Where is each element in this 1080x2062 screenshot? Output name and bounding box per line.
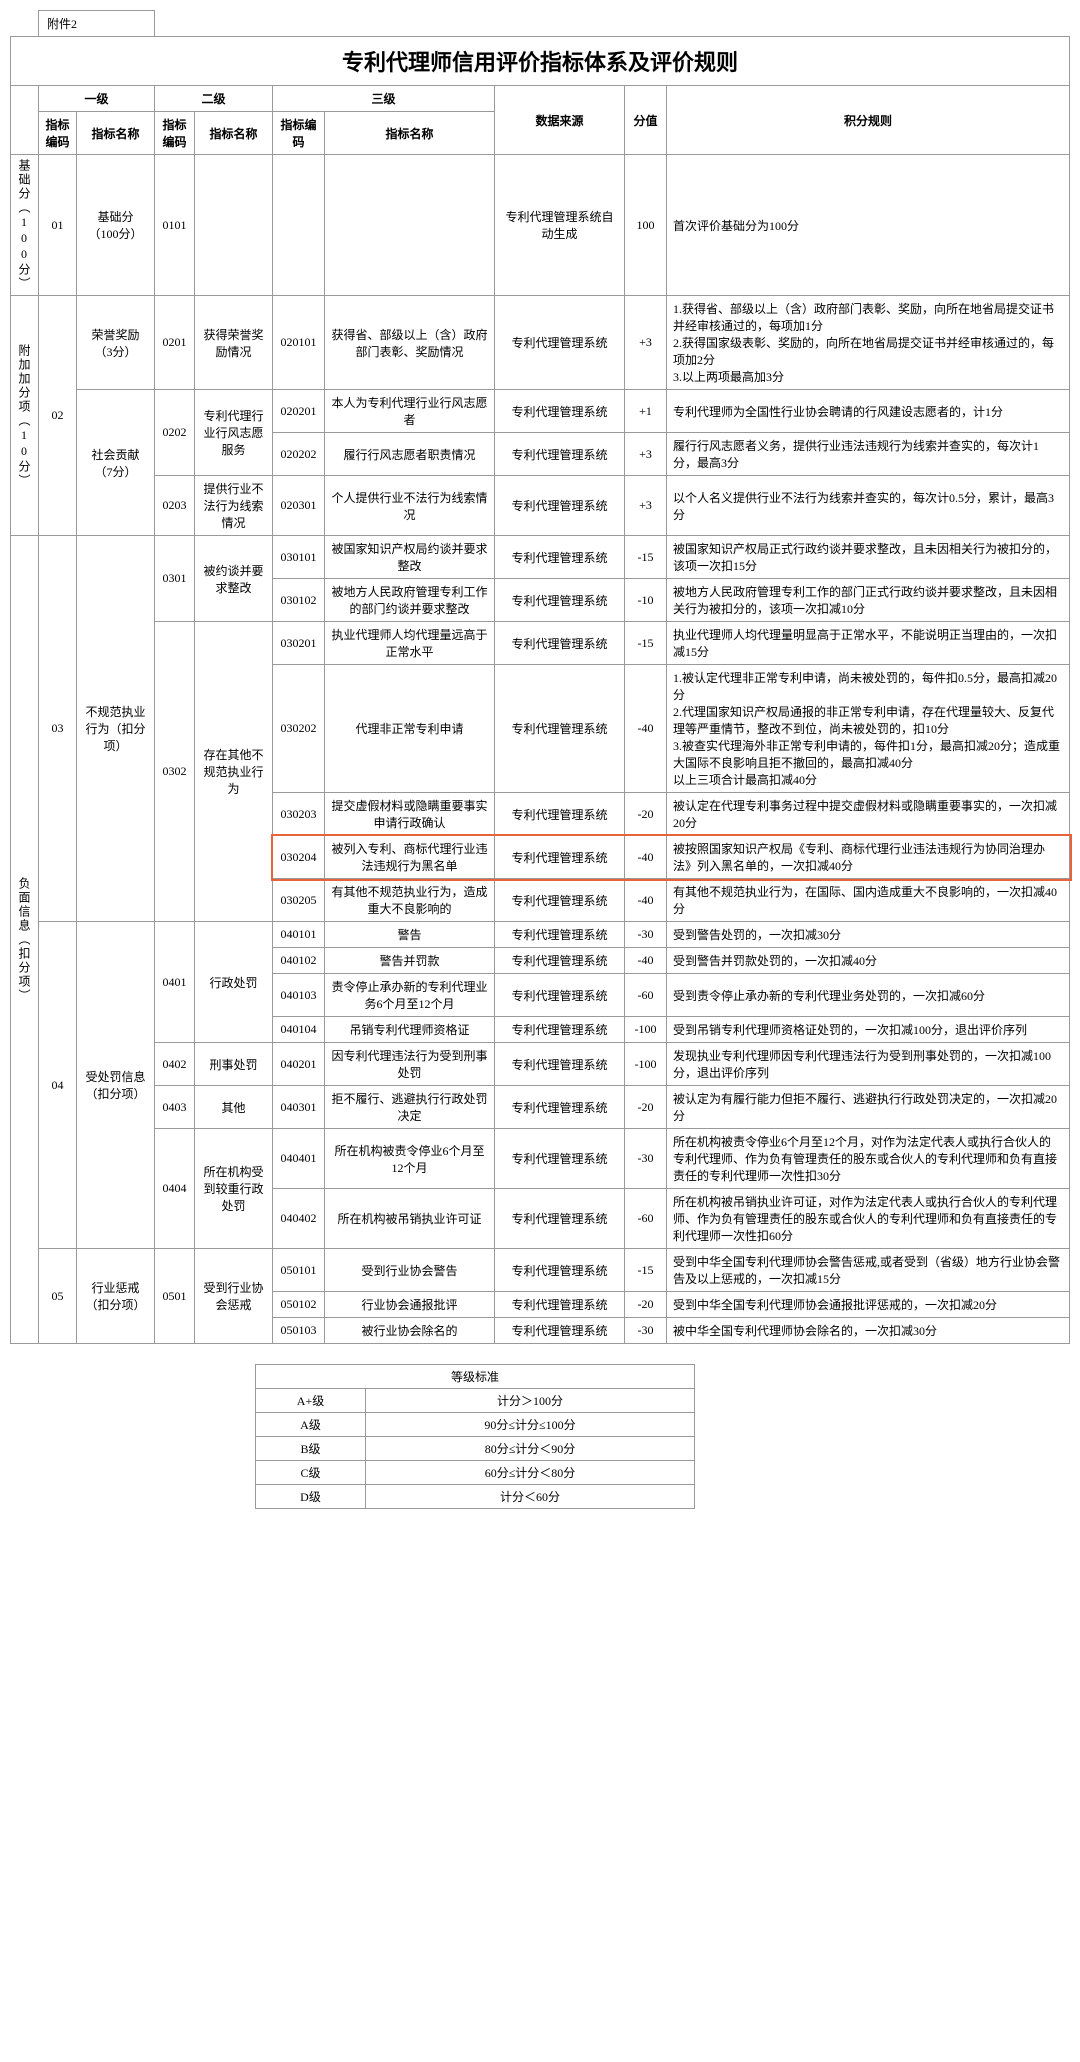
hdr-name1: 指标名称 — [77, 112, 155, 155]
row-add-4: 0203 提供行业不法行为线索情况 020301 个人提供行业不法行为线索情况 … — [11, 476, 1070, 536]
row-04-5: 0402 刑事处罚 040201 因专利代理违法行为受到刑事处罚 专利代理管理系… — [11, 1043, 1070, 1086]
grade-row: C级60分≤计分＜80分 — [256, 1461, 695, 1485]
hdr-name2: 指标名称 — [195, 112, 273, 155]
document-root: 附件2 专利代理师信用评价指标体系及评价规则 一级 二级 三级 数据来源 分值 … — [10, 10, 1070, 1509]
section-base-vert: 基础分（100分） — [11, 155, 39, 296]
row-add-1: 附加加分项（10分） 02 荣誉奖励（3分） 0201 获得荣誉奖励情况 020… — [11, 296, 1070, 390]
hdr-rule: 积分规则 — [667, 86, 1070, 155]
row-03-1: 负面信息（扣分项） 03 不规范执业行为（扣分项） 0301 被约谈并要求整改 … — [11, 536, 1070, 579]
row-add-2: 社会贡献（7分） 0202 专利代理行业行风志愿服务 020201 本人为专利代… — [11, 390, 1070, 433]
row-04-6: 0403 其他 040301 拒不履行、逃避执行行政处罚决定 专利代理管理系统 … — [11, 1086, 1070, 1129]
hdr-score: 分值 — [625, 86, 667, 155]
hdr-level2: 二级 — [155, 86, 273, 112]
row-05-1: 05 行业惩戒（扣分项） 0501 受到行业协会惩戒 050101 受到行业协会… — [11, 1249, 1070, 1292]
hdr-level3: 三级 — [273, 86, 495, 112]
grade-row: D级计分＜60分 — [256, 1485, 695, 1509]
hdr-code3: 指标编码 — [273, 112, 325, 155]
hdr-datasrc: 数据来源 — [495, 86, 625, 155]
grade-row: B级80分≤计分＜90分 — [256, 1437, 695, 1461]
section-neg-vert: 负面信息（扣分项） — [11, 536, 39, 1344]
section-add-vert: 附加加分项（10分） — [11, 296, 39, 536]
grade-row: A级90分≤计分≤100分 — [256, 1413, 695, 1437]
grade-title: 等级标准 — [256, 1365, 695, 1389]
attachment-label: 附件2 — [39, 11, 155, 37]
hdr-name3: 指标名称 — [325, 112, 495, 155]
grade-row: A+级计分＞100分 — [256, 1389, 695, 1413]
main-table: 附件2 专利代理师信用评价指标体系及评价规则 一级 二级 三级 数据来源 分值 … — [10, 10, 1070, 1344]
row-03-3: 0302 存在其他不规范执业行为 030201 执业代理师人均代理量远高于正常水… — [11, 622, 1070, 665]
document-title: 专利代理师信用评价指标体系及评价规则 — [11, 37, 1070, 86]
hdr-level1: 一级 — [39, 86, 155, 112]
hdr-code1: 指标编码 — [39, 112, 77, 155]
attachment-row: 附件2 — [11, 11, 1070, 37]
hdr-code2: 指标编码 — [155, 112, 195, 155]
row-base: 基础分（100分） 01 基础分（100分） 0101 专利代理管理系统自动生成… — [11, 155, 1070, 296]
row-04-7: 0404 所在机构受到较重行政处罚 040401 所在机构被责令停业6个月至12… — [11, 1129, 1070, 1189]
row-04-1: 04 受处罚信息（扣分项） 0401 行政处罚 040101 警告 专利代理管理… — [11, 922, 1070, 948]
grade-table: 等级标准 A+级计分＞100分 A级90分≤计分≤100分 B级80分≤计分＜9… — [255, 1364, 695, 1509]
